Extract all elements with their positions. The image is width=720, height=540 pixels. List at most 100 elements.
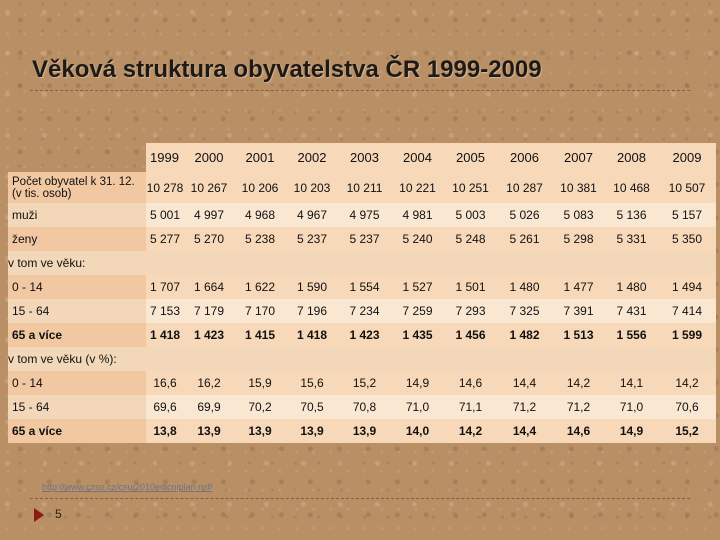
table-cell: 10 267: [184, 172, 234, 203]
table-cell: 13,9: [184, 419, 234, 443]
table-cell: 1 590: [286, 275, 338, 299]
table-cell: 15,2: [658, 419, 716, 443]
table-cell: 15,2: [338, 371, 391, 395]
table-cell: 5 298: [552, 227, 605, 251]
table-cell: 5 136: [605, 203, 658, 227]
table-cell: 7 234: [338, 299, 391, 323]
table-cell: 5 238: [234, 227, 286, 251]
year-header: 2007: [552, 143, 605, 172]
table-cell: 14,9: [391, 371, 444, 395]
table-cell: 71,2: [552, 395, 605, 419]
table-cell: 1 423: [338, 323, 391, 347]
year-header: 1999: [146, 143, 184, 172]
source-link[interactable]: http://www.czso.cz/csu/2010edicniplan.ns…: [42, 482, 213, 492]
table-cell: 5 270: [184, 227, 234, 251]
table-cell: 7 431: [605, 299, 658, 323]
row-label: 15 - 64: [8, 395, 146, 419]
table-cell: 1 513: [552, 323, 605, 347]
table-cell: 14,6: [552, 419, 605, 443]
table-cell: 5 083: [552, 203, 605, 227]
table-cell: 10 287: [497, 172, 552, 203]
table-cell: 13,9: [286, 419, 338, 443]
table-cell: 10 468: [605, 172, 658, 203]
table-cell: 5 001: [146, 203, 184, 227]
year-header: 2008: [605, 143, 658, 172]
table-cell: 14,2: [444, 419, 497, 443]
table-cell: 1 554: [338, 275, 391, 299]
table-row-age-0-14: 0 - 14 1 707 1 664 1 622 1 590 1 554 1 5…: [8, 275, 716, 299]
year-header: 2009: [658, 143, 716, 172]
table-cell: 13,8: [146, 419, 184, 443]
table-cell: 7 170: [234, 299, 286, 323]
table-cell: 71,2: [497, 395, 552, 419]
table-cell: 1 435: [391, 323, 444, 347]
table-cell: 1 480: [497, 275, 552, 299]
row-label: 65 a více: [8, 419, 146, 443]
year-header: 2001: [234, 143, 286, 172]
table-cell: 1 622: [234, 275, 286, 299]
table-cell: 14,6: [444, 371, 497, 395]
row-label: 65 a více: [8, 323, 146, 347]
year-header: 2003: [338, 143, 391, 172]
table-row-total: Počet obyvatel k 31. 12. (v tis. osob) 10…: [8, 172, 716, 203]
row-label-line1: Počet obyvatel k 31. 12.: [12, 175, 135, 188]
row-label: 0 - 14: [8, 275, 146, 299]
table-cell: 16,6: [146, 371, 184, 395]
table-cell: 1 599: [658, 323, 716, 347]
table-row-women: ženy 5 277 5 270 5 238 5 237 5 237 5 240…: [8, 227, 716, 251]
table-cell: 4 967: [286, 203, 338, 227]
row-label-line2: (v tis. osob): [12, 187, 72, 200]
row-label: 0 - 14: [8, 371, 146, 395]
slide-title: Věková struktura obyvatelstva ČR 1999-20…: [32, 56, 542, 83]
table-cell: 4 968: [234, 203, 286, 227]
arrow-right-icon[interactable]: [34, 508, 44, 522]
table-cell: 1 501: [444, 275, 497, 299]
table-cell: 4 981: [391, 203, 444, 227]
table-cell: 10 251: [444, 172, 497, 203]
table-cell: 1 423: [184, 323, 234, 347]
table-cell: 7 179: [184, 299, 234, 323]
row-label: muži: [8, 203, 146, 227]
table-cell: 5 003: [444, 203, 497, 227]
table-cell: 14,0: [391, 419, 444, 443]
table-row-pct-65-plus: 65 a více 13,8 13,9 13,9 13,9 13,9 14,0 …: [8, 419, 716, 443]
table-cell: 10 507: [658, 172, 716, 203]
table-cell: 5 331: [605, 227, 658, 251]
table-cell: 7 414: [658, 299, 716, 323]
table-cell: 10 206: [234, 172, 286, 203]
table-cell: 4 997: [184, 203, 234, 227]
table-cell: 13,9: [338, 419, 391, 443]
row-label: ženy: [8, 227, 146, 251]
year-header: 2005: [444, 143, 497, 172]
year-header: 2004: [391, 143, 444, 172]
table-cell: 70,6: [658, 395, 716, 419]
table-cell: 14,2: [658, 371, 716, 395]
table-cell: 5 277: [146, 227, 184, 251]
table-cell: 15,6: [286, 371, 338, 395]
table-cell: 14,4: [497, 419, 552, 443]
table-cell: 10 381: [552, 172, 605, 203]
section-label: v tom ve věku:: [8, 251, 716, 275]
header-corner: [8, 143, 146, 172]
table-row-pct-0-14: 0 - 14 16,6 16,2 15,9 15,6 15,2 14,9 14,…: [8, 371, 716, 395]
table-cell: 10 278: [146, 172, 184, 203]
table-cell: 7 259: [391, 299, 444, 323]
table-cell: 7 325: [497, 299, 552, 323]
table-cell: 70,2: [234, 395, 286, 419]
table-cell: 5 026: [497, 203, 552, 227]
table-cell: 7 196: [286, 299, 338, 323]
section-label: v tom ve věku (v %):: [8, 347, 716, 371]
table-cell: 5 240: [391, 227, 444, 251]
table-cell: 14,2: [552, 371, 605, 395]
table-cell: 5 237: [286, 227, 338, 251]
year-header: 2000: [184, 143, 234, 172]
table-row-age-65-plus: 65 a více 1 418 1 423 1 415 1 418 1 423 …: [8, 323, 716, 347]
table-cell: 71,0: [391, 395, 444, 419]
table-cell: 5 248: [444, 227, 497, 251]
section-row-age-pct: v tom ve věku (v %):: [8, 347, 716, 371]
table-cell: 14,9: [605, 419, 658, 443]
table-cell: 71,0: [605, 395, 658, 419]
year-header: 2006: [497, 143, 552, 172]
table-row-pct-15-64: 15 - 64 69,6 69,9 70,2 70,5 70,8 71,0 71…: [8, 395, 716, 419]
table-cell: 70,8: [338, 395, 391, 419]
